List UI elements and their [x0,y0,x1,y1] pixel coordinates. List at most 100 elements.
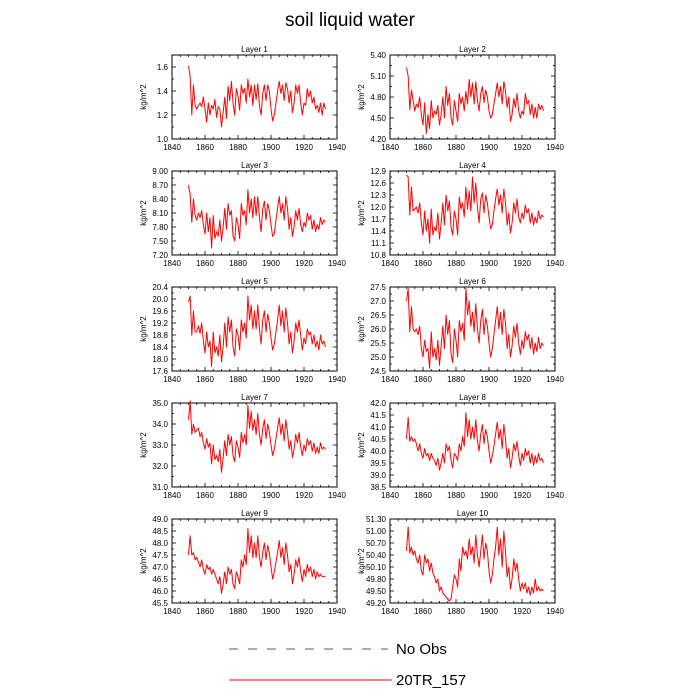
x-tick-label: 1940 [328,143,346,152]
legend-label-no-obs: No Obs [396,641,447,658]
y-tick-label: 19.6 [152,307,168,316]
y-tick-label: 51.00 [366,527,387,536]
y-tick-label: 5.40 [370,51,386,60]
y-tick-label: 7.50 [152,237,168,246]
panel-title: Layer 2 [459,45,486,54]
x-tick-label: 1940 [546,259,564,268]
x-tick-label: 1880 [447,259,465,268]
x-tick-label: 1880 [229,259,247,268]
panel-title: Layer 9 [241,509,268,518]
plot-frame [389,402,556,488]
y-tick-label: 18.8 [152,331,168,340]
x-tick-label: 1860 [414,259,432,268]
y-tick-label: 48.0 [152,539,168,548]
y-tick-label: 26.0 [370,325,386,334]
y-tick-label: 4.20 [370,135,386,144]
plot-frame [171,54,338,140]
y-axis-label: kg/m^2 [357,316,366,342]
panel-title: Layer 3 [241,161,268,170]
plot-frame [389,518,556,604]
y-tick-label: 47.0 [152,563,168,572]
y-tick-label: 41.5 [370,411,386,420]
y-tick-label: 7.20 [152,251,168,260]
y-axis-label: kg/m^2 [357,200,366,226]
y-tick-label: 20.4 [152,283,168,292]
y-tick-label: 8.70 [152,181,168,190]
panel-title: Layer 1 [241,45,268,54]
y-tick-label: 27.5 [370,283,386,292]
y-axis-label: kg/m^2 [357,432,366,458]
x-tick-label: 1860 [196,143,214,152]
x-tick-label: 1940 [328,607,346,616]
series-line-20tr-157 [406,526,544,602]
y-tick-label: 8.10 [152,209,168,218]
y-axis-label: kg/m^2 [139,432,148,458]
y-tick-label: 40.5 [370,435,386,444]
y-tick-label: 1.4 [157,87,169,96]
y-tick-label: 11.4 [371,227,387,236]
panel-grid: Layer 1 1840 1860 1880 1900 1920 1940 1.0 1.2 1.4… [139,45,564,616]
y-tick-label: 12.6 [370,179,386,188]
x-tick-label: 1920 [295,259,313,268]
plot-frame [171,518,338,604]
y-tick-label: 19.2 [152,319,168,328]
x-tick-label: 1900 [262,607,280,616]
x-tick-label: 1860 [196,491,214,500]
x-tick-label: 1900 [480,259,498,268]
panel-title: Layer 6 [459,277,486,286]
y-tick-label: 4.80 [370,93,386,102]
y-tick-label: 48.5 [152,527,168,536]
legend: No Obs 20TR_157 [229,641,466,689]
series-line-20tr-157 [406,287,544,369]
panel-title: Layer 7 [241,393,268,402]
y-tick-label: 27.0 [370,297,386,306]
x-tick-label: 1920 [295,491,313,500]
y-tick-label: 49.50 [366,587,387,596]
x-tick-label: 1900 [262,259,280,268]
x-tick-label: 1940 [328,491,346,500]
y-tick-label: 50.70 [366,539,387,548]
chart-panel-2: Layer 2 1840 1860 1880 1900 1920 1940 4.20 4.50 4… [357,45,564,152]
plot-frame [389,286,556,372]
y-tick-label: 7.80 [152,223,168,232]
x-tick-label: 1940 [546,143,564,152]
y-tick-label: 47.5 [152,551,168,560]
y-axis-label: kg/m^2 [357,84,366,110]
chart-panel-6: Layer 6 1840 1860 1880 1900 1920 1940 24.5 25.0 2… [357,277,564,384]
x-tick-label: 1840 [381,375,399,384]
y-tick-label: 12.0 [370,203,386,212]
x-tick-label: 1940 [546,375,564,384]
series-line-20tr-157 [188,184,326,249]
x-tick-label: 1880 [447,607,465,616]
plot-frame [171,170,338,256]
panel-title: Layer 4 [459,161,486,170]
x-tick-label: 1880 [229,607,247,616]
x-tick-label: 1920 [295,607,313,616]
y-axis-label: kg/m^2 [139,316,148,342]
y-tick-label: 1.2 [157,111,169,120]
x-tick-label: 1880 [447,375,465,384]
y-tick-label: 39.5 [370,459,386,468]
y-tick-label: 10.8 [370,251,386,260]
x-tick-label: 1920 [513,607,531,616]
x-tick-label: 1860 [414,607,432,616]
y-tick-label: 5.10 [370,72,386,81]
y-tick-label: 34.0 [152,420,168,429]
y-axis-label: kg/m^2 [139,84,148,110]
chart-panel-10: Layer 10 1840 1860 1880 1900 1920 1940 49.20 49.… [357,509,564,616]
x-tick-label: 1860 [196,607,214,616]
plot-frame [389,54,556,140]
x-tick-label: 1900 [262,491,280,500]
y-tick-label: 8.40 [152,195,168,204]
x-tick-label: 1920 [513,143,531,152]
y-tick-label: 35.0 [152,399,168,408]
y-tick-label: 39.0 [370,471,386,480]
x-tick-label: 1840 [381,491,399,500]
y-axis-label: kg/m^2 [139,548,148,574]
x-tick-label: 1920 [295,143,313,152]
series-line-20tr-157 [406,174,544,244]
y-tick-label: 4.50 [370,114,386,123]
series-line-20tr-157 [188,528,326,594]
y-tick-label: 49.20 [366,599,387,608]
x-tick-label: 1880 [229,491,247,500]
